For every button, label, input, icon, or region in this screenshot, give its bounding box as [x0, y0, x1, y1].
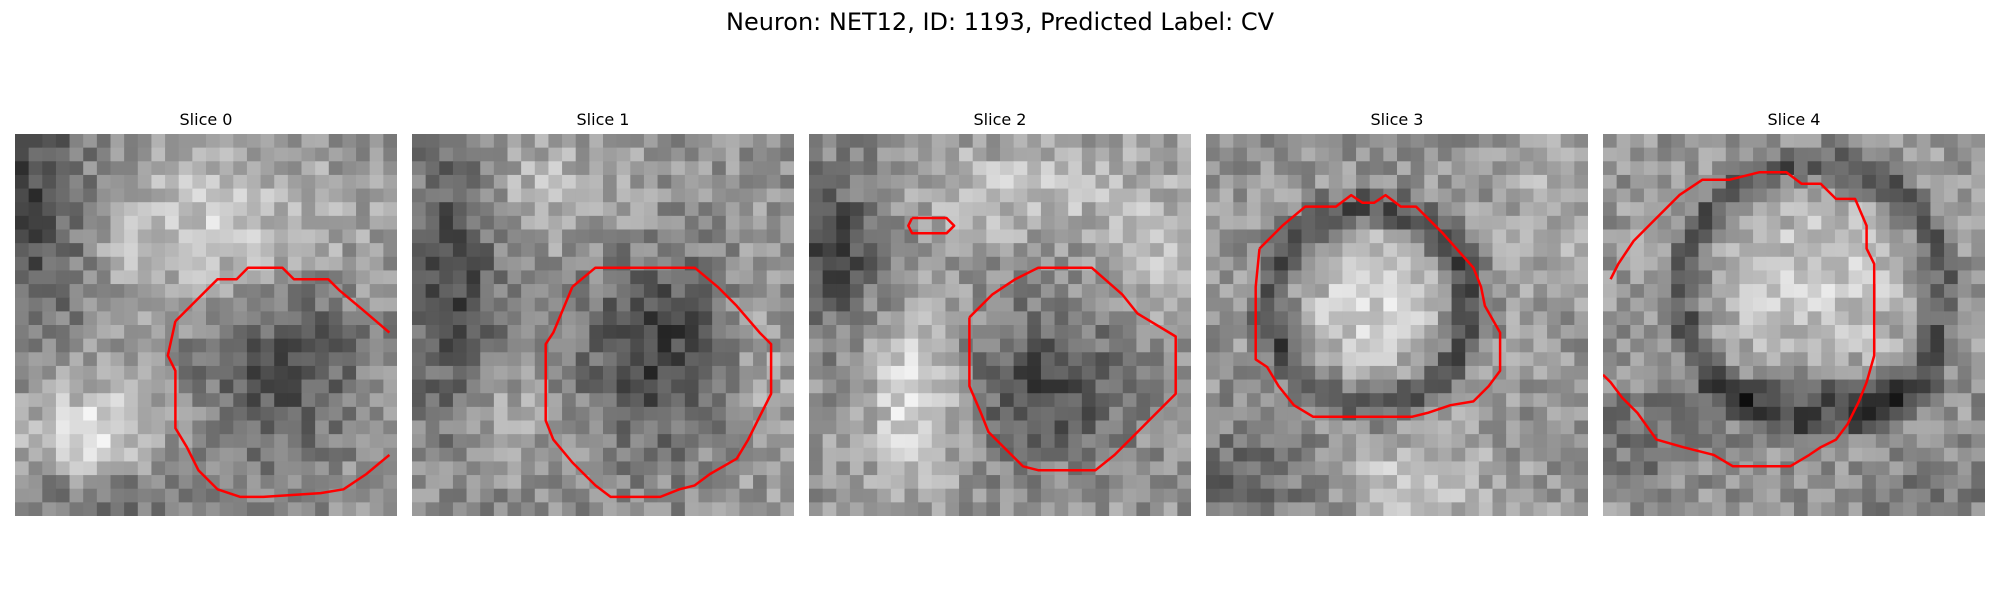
contour-line-0	[1254, 193, 1502, 418]
grayscale-image-slice-0	[15, 134, 397, 516]
grayscale-image-slice-4	[1603, 134, 1985, 516]
panel-title-slice-2: Slice 2	[973, 110, 1027, 129]
grayscale-image-slice-1	[412, 134, 794, 516]
pixel-grid	[15, 134, 397, 516]
image-panel-slice-3	[1206, 134, 1588, 516]
contour-line-0	[174, 266, 391, 334]
panel-title-slice-3: Slice 3	[1370, 110, 1424, 129]
image-panel-slice-1	[412, 134, 794, 516]
panel-title-slice-4: Slice 4	[1767, 110, 1821, 129]
image-panel-slice-4	[1603, 134, 1985, 516]
pixel-grid	[809, 134, 1191, 516]
grayscale-image-slice-3	[1206, 134, 1588, 516]
pixel-grid	[1603, 134, 1985, 516]
contour-line-0	[544, 266, 773, 499]
pixel-grid	[1206, 134, 1588, 516]
contour-line-0	[1603, 170, 1876, 468]
contour-line-1	[968, 266, 1177, 472]
image-panel-slice-2	[809, 134, 1191, 516]
image-panel-slice-0	[15, 134, 397, 516]
panel-title-slice-0: Slice 0	[179, 110, 233, 129]
contour-line-0	[907, 216, 956, 235]
grayscale-image-slice-2	[809, 134, 1191, 516]
pixel-grid	[412, 134, 794, 516]
contour-line-1	[166, 320, 391, 499]
panel-title-slice-1: Slice 1	[576, 110, 630, 129]
figure-title: Neuron: NET12, ID: 1193, Predicted Label…	[726, 8, 1274, 36]
